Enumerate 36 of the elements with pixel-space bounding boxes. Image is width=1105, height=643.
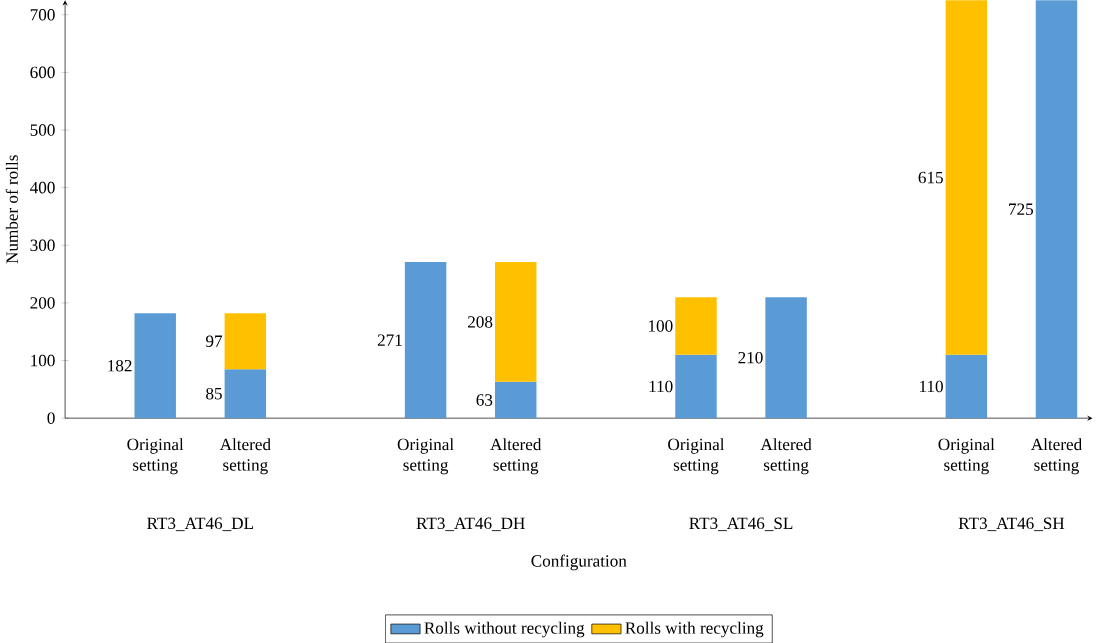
- legend-label: Rolls with recycling: [625, 621, 764, 638]
- text: RT3_AT46_SL: [689, 517, 793, 531]
- text: RT3_AT46_DL: [147, 517, 253, 531]
- x-tick-label: Original setting: [397, 437, 454, 475]
- data-label: 63: [476, 394, 493, 406]
- data-label: 271: [377, 334, 402, 346]
- x-tick-label: Altered setting: [490, 437, 542, 475]
- y-tick-label: 300: [30, 239, 55, 251]
- data-label: 85: [206, 387, 222, 400]
- text: RT3_AT46_SH: [958, 517, 1065, 531]
- x-tick-label: Original setting: [668, 437, 725, 475]
- y-tick-label: 500: [30, 124, 55, 136]
- data-label: 208: [468, 315, 493, 328]
- data-label: 182: [108, 359, 132, 372]
- x-tick-label: Altered setting: [1030, 437, 1082, 475]
- data-label: 615: [918, 171, 943, 184]
- data-label: 110: [649, 380, 673, 393]
- data-label: 210: [738, 351, 763, 364]
- y-tick-label: 200: [30, 296, 55, 309]
- data-label: 100: [649, 319, 673, 332]
- x-tick-label: Altered setting: [219, 437, 271, 475]
- data-label: 110: [920, 380, 943, 393]
- data-label: 725: [1009, 203, 1034, 215]
- legend-label: Rolls without recycling: [424, 621, 585, 638]
- x-tick-label: Original setting: [127, 437, 184, 475]
- y-tick-label: 0: [47, 412, 55, 424]
- y-tick-label: 100: [31, 354, 55, 367]
- data-label: 97: [206, 335, 223, 347]
- y-axis-title: Number of rolls: [5, 155, 18, 264]
- x-tick-label: Altered setting: [760, 437, 812, 475]
- x-axis-title: Configuration: [531, 554, 627, 571]
- y-tick-label: 600: [30, 66, 55, 78]
- y-tick-label: 400: [30, 181, 55, 194]
- y-tick-label: 700: [30, 8, 55, 21]
- x-tick-label: Original setting: [938, 437, 995, 475]
- text: RT3_AT46_DH: [416, 517, 525, 531]
